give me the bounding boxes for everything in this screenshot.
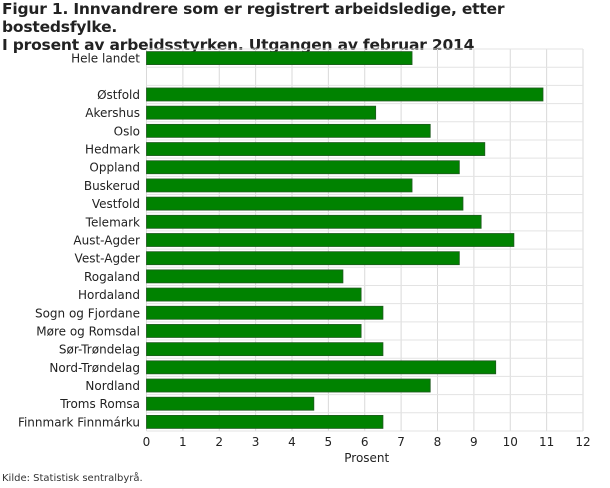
x-tick-label: 11: [539, 435, 554, 449]
x-tick-label: 9: [470, 435, 478, 449]
category-label: Nord-Trøndelag: [49, 361, 140, 375]
bar: [146, 160, 460, 175]
bar: [146, 214, 482, 229]
x-tick-label: 7: [397, 435, 405, 449]
bar: [146, 324, 362, 338]
x-tick-label: 8: [434, 435, 442, 449]
bar: [146, 396, 315, 411]
bar: [146, 251, 460, 266]
x-tick-label: 3: [252, 435, 260, 449]
category-label: Vestfold: [92, 197, 140, 211]
bar: [146, 360, 497, 375]
category-label: Hele landet: [71, 52, 140, 66]
category-label: Telemark: [85, 215, 140, 229]
category-label: Oslo: [114, 124, 140, 138]
category-label: Troms Romsa: [59, 397, 140, 411]
chart-title-line1: Figur 1. Innvandrere som er registrert a…: [2, 0, 505, 36]
category-label: Finnmark Finnmárku: [18, 415, 140, 429]
bar: [146, 342, 384, 357]
category-label: Møre og Romsdal: [36, 324, 140, 338]
x-tick-label: 10: [503, 435, 518, 449]
bar: [146, 305, 384, 320]
category-label: Aust-Agder: [73, 234, 140, 248]
bar: [146, 269, 344, 284]
category-label: Hedmark: [85, 143, 140, 157]
x-tick-label: 12: [575, 435, 590, 449]
category-label: Rogaland: [84, 270, 140, 284]
category-label: Nordland: [85, 379, 140, 393]
chart-title: Figur 1. Innvandrere som er registrert a…: [2, 0, 610, 54]
bar: [146, 51, 413, 65]
bar: [146, 233, 515, 247]
bar: [146, 415, 384, 429]
bar: [146, 123, 431, 138]
category-label: Sør-Trøndelag: [59, 343, 140, 357]
bar: [146, 287, 362, 302]
category-label: Oppland: [89, 161, 140, 175]
category-label: Sogn og Fjordane: [35, 306, 140, 320]
x-tick-label: 2: [215, 435, 223, 449]
x-tick-label: 5: [325, 435, 333, 449]
source-note: Kilde: Statistisk sentralbyrå.: [2, 473, 143, 484]
bar: [146, 105, 377, 120]
x-tick-label: 6: [361, 435, 369, 449]
bar: [146, 87, 544, 102]
bar: [146, 178, 413, 193]
category-label: Akershus: [85, 106, 140, 120]
x-tick-label: 1: [179, 435, 187, 449]
x-tick-label: 4: [288, 435, 296, 449]
category-label: Hordaland: [78, 288, 140, 302]
bar: [146, 378, 431, 393]
x-axis-label: Prosent: [344, 451, 389, 465]
x-tick-label: 0: [143, 435, 151, 449]
bar: [146, 142, 486, 156]
category-label: Østfold: [97, 88, 140, 102]
category-label: Buskerud: [84, 179, 140, 193]
bar: [146, 196, 464, 211]
category-label: Vest-Agder: [75, 252, 141, 266]
